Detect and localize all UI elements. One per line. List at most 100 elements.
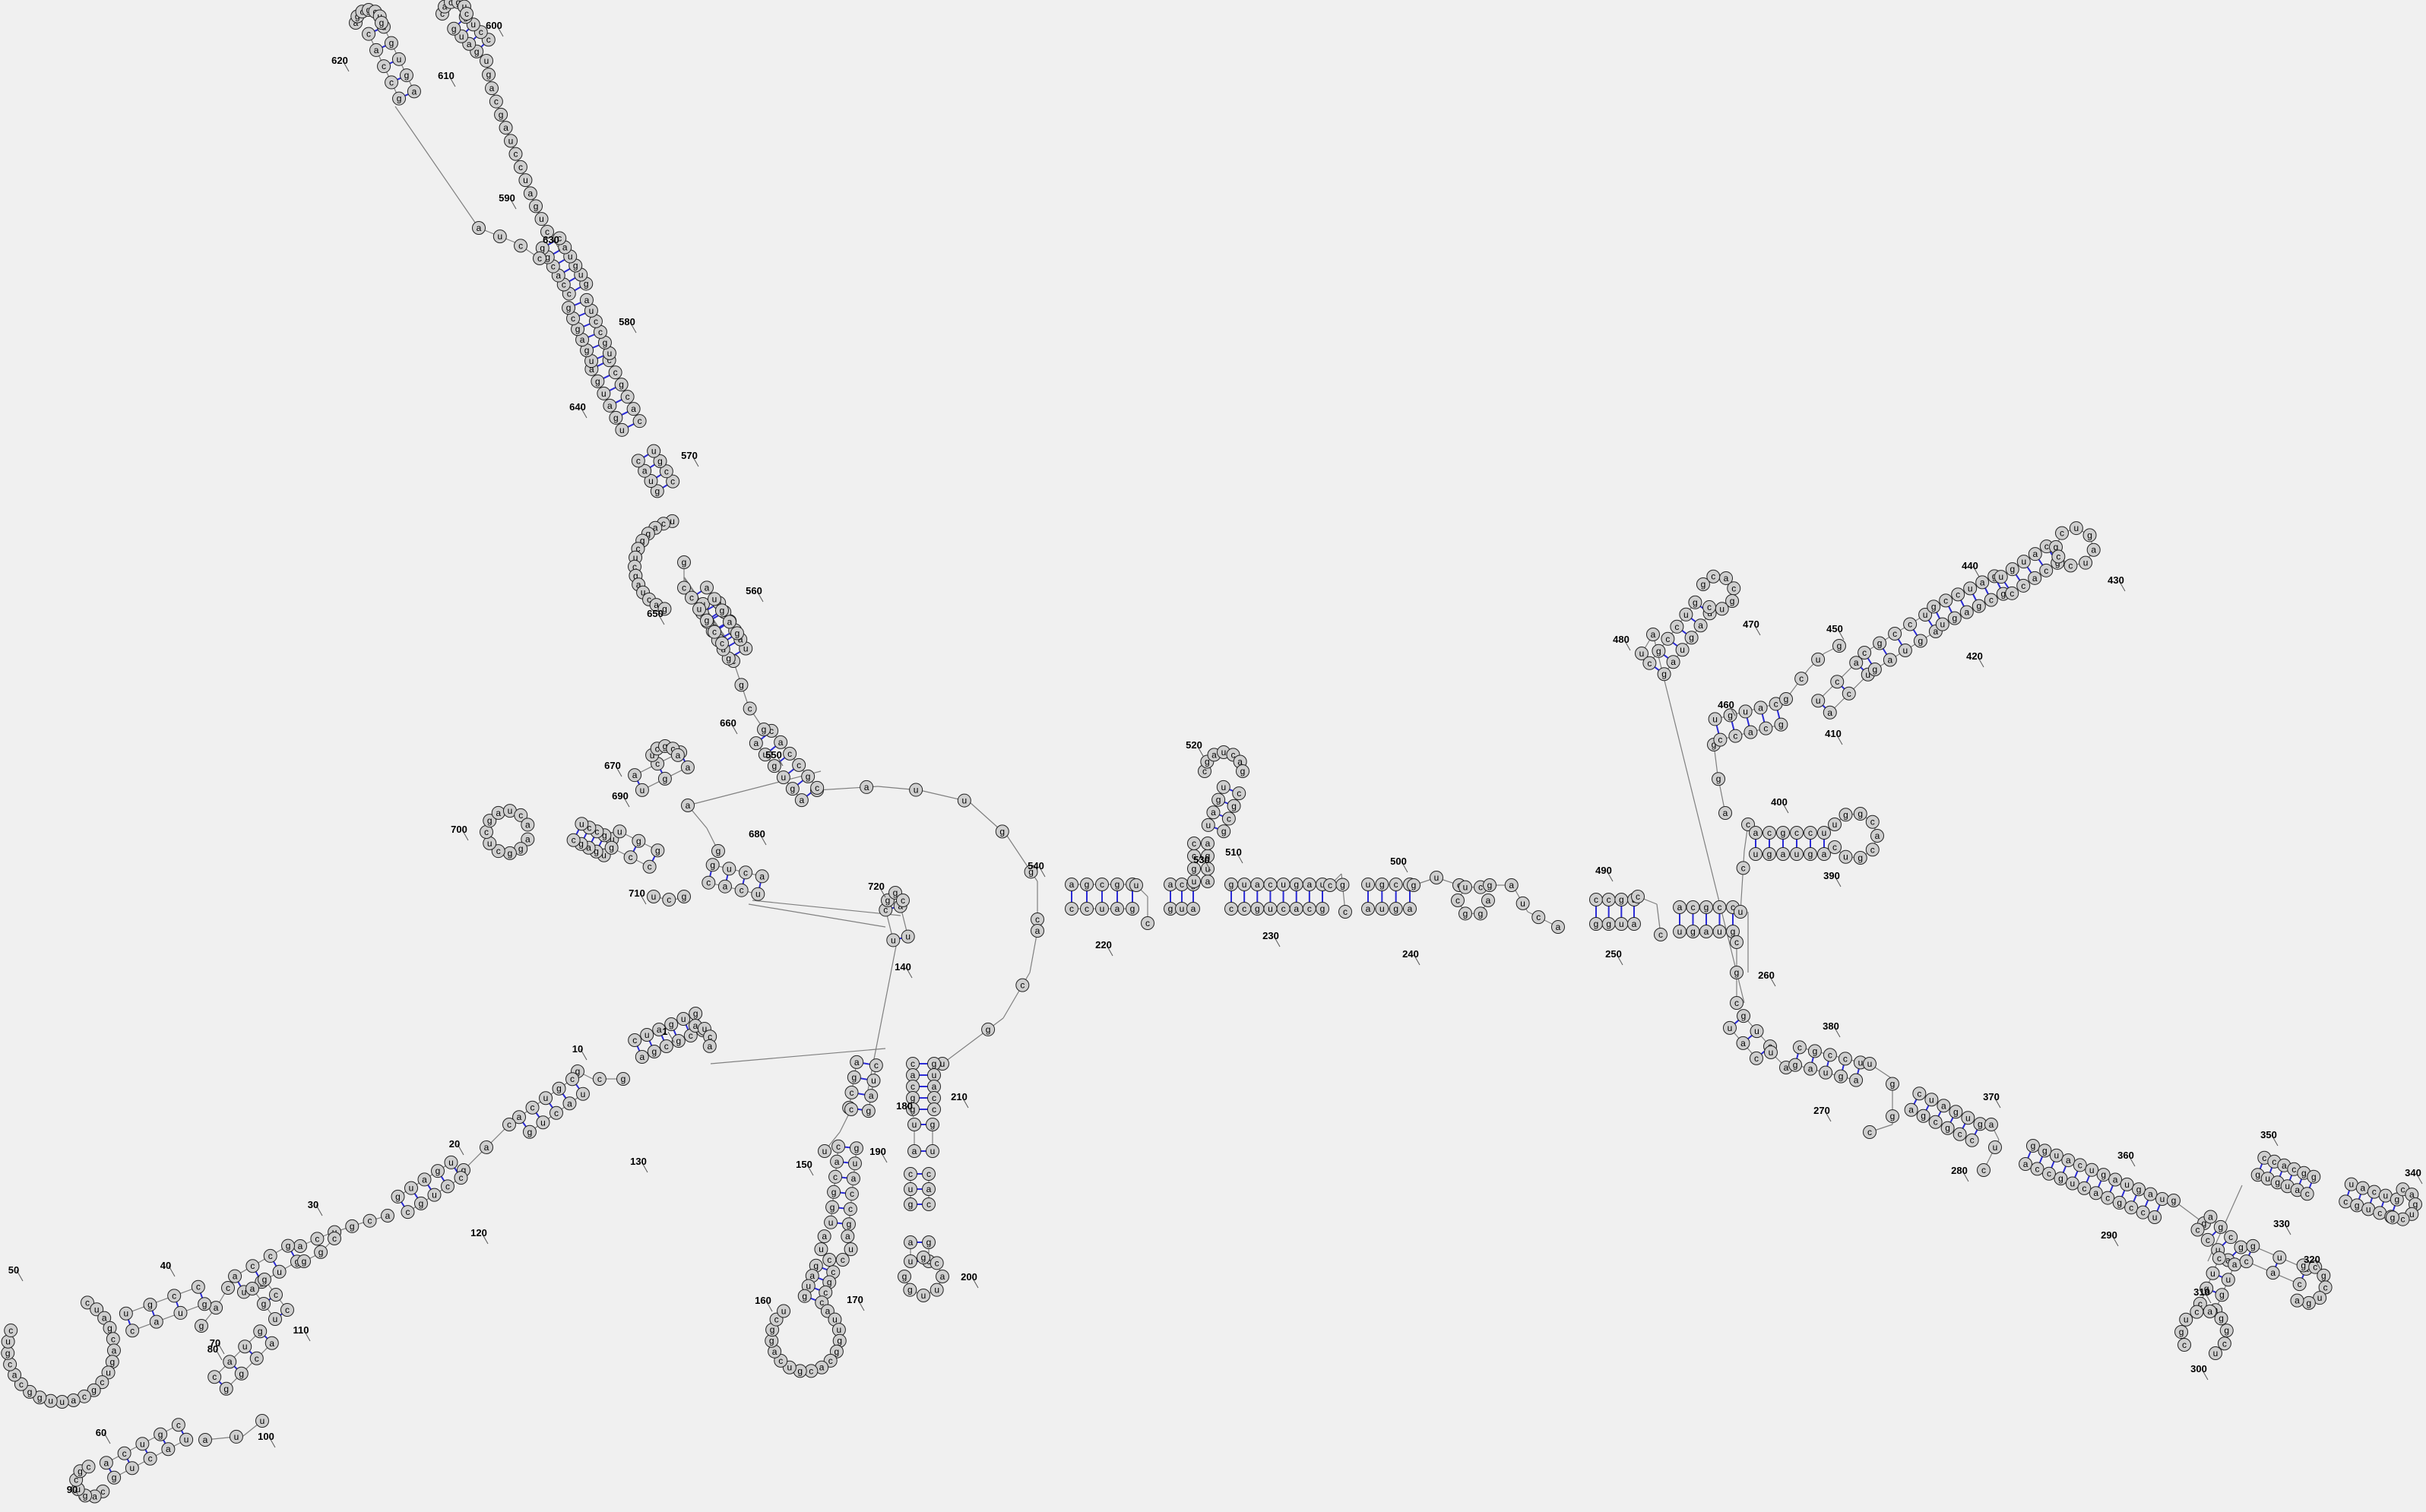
nucleotide: g (1218, 825, 1230, 838)
nucleotide: c (1703, 601, 1716, 614)
position-label: 690 (612, 790, 629, 802)
nucleotide-letter: g (1130, 903, 1135, 914)
nucleotide: g (847, 1071, 860, 1083)
nucleotide-letter: c (1192, 838, 1196, 849)
nucleotide-letter: u (930, 1146, 936, 1156)
nucleotide: a (1850, 1074, 1863, 1087)
nucleotide: a (1960, 606, 1973, 618)
position-label: 570 (681, 450, 698, 461)
nucleotide: g (1316, 903, 1329, 916)
nucleotide-letter: u (484, 55, 489, 66)
position-label: 400 (1771, 796, 1788, 808)
nucleotide-letter: g (5, 1348, 11, 1359)
nucleotide: a (370, 43, 383, 56)
nucleotide-letter: c (484, 827, 489, 837)
nucleotide-letter: c (2372, 1187, 2377, 1197)
nucleotide: u (273, 1265, 286, 1278)
nucleotide: c (2064, 559, 2077, 572)
nucleotide: c (923, 1168, 936, 1181)
nucleotide-letter: c (1734, 998, 1739, 1008)
nucleotide: c (2017, 579, 2030, 592)
nucleotide-letter: g (986, 1024, 991, 1035)
nucleotide-letter: a (1822, 849, 1827, 859)
nucleotide: c (2136, 1206, 2149, 1219)
nucleotide: c (144, 1452, 157, 1465)
nucleotide-letter: c (828, 1355, 833, 1366)
nucleotide-letter: u (619, 425, 625, 435)
nucleotide-letter: g (902, 1271, 907, 1282)
nucleotide-letter: g (239, 1368, 244, 1379)
nucleotide: u (119, 1307, 132, 1320)
nucleotide-letter: c (1343, 906, 1348, 917)
position-label: 660 (720, 717, 736, 729)
nucleotide: u (1936, 618, 1949, 631)
nucleotide-letter: c (122, 1448, 127, 1459)
nucleotide-letter: g (37, 1392, 43, 1403)
nucleotide-letter: u (1823, 1068, 1829, 1078)
nucleotide: g (926, 1118, 939, 1131)
nucleotide: g (1658, 668, 1671, 681)
nucleotide-letter: g (112, 1472, 117, 1483)
nucleotide-letter: g (621, 1074, 626, 1084)
nucleotide: a (1777, 848, 1790, 861)
nucleotide: g (414, 1197, 427, 1210)
nucleotide: c (2212, 1251, 2225, 1264)
nucleotide-letter: u (2317, 1292, 2323, 1303)
nucleotide-letter: c (554, 1108, 559, 1118)
nucleotide-letter: u (579, 818, 584, 829)
nucleotide-letter: g (835, 1346, 840, 1357)
nucleotide: c (716, 637, 729, 650)
nucleotide-letter: a (1294, 903, 1299, 914)
nucleotide-letter: c (1797, 1042, 1802, 1052)
nucleotide: u (613, 825, 626, 838)
nucleotide: g (2097, 1169, 2110, 1181)
nucleotide: g (701, 614, 714, 627)
nucleotide: c (897, 894, 910, 907)
nucleotide-letter: u (106, 1367, 111, 1378)
nucleotide: c (1842, 687, 1855, 700)
nucleotide-letter: c (1069, 903, 1074, 914)
nucleotide-letter: c (1870, 844, 1875, 855)
nucleotide: u (1715, 603, 1728, 615)
nucleotide-letter: c (382, 61, 386, 71)
nucleotide-letter: g (720, 605, 725, 615)
nucleotide: u (1864, 1058, 1877, 1071)
nucleotide: u (708, 593, 721, 606)
nucleotide-letter: u (670, 516, 675, 527)
nucleotide-letter: c (8, 1359, 12, 1370)
nucleotide-letter: c (1229, 903, 1234, 914)
nucleotide: a (723, 615, 736, 628)
nucleotide: c (624, 851, 637, 864)
nucleotide-letter: c (911, 1058, 915, 1069)
nucleotide-letter: a (496, 808, 501, 818)
nucleotide-letter: c (1943, 595, 1948, 606)
nucleotide: g (282, 1239, 295, 1252)
nucleotide-letter: a (2207, 1306, 2212, 1317)
position-label: 550 (765, 749, 782, 761)
nucleotide: u (1376, 903, 1389, 916)
nucleotide-letter: c (1478, 882, 1483, 893)
nucleotide: c (454, 1172, 467, 1185)
nucleotide-letter: a (1115, 903, 1120, 914)
nucleotide-letter: g (1487, 880, 1493, 890)
nucleotide-letter: g (1952, 613, 1957, 624)
nucleotide-letter: c (626, 391, 630, 402)
nucleotide: c (743, 702, 756, 715)
nucleotide: g (1700, 901, 1713, 914)
nucleotide: a (162, 1443, 175, 1456)
nucleotide-letter: g (663, 773, 668, 784)
nucleotide-letter: u (540, 1117, 546, 1128)
nucleotide-letter: a (2032, 549, 2038, 559)
position-label: 90 (67, 1484, 78, 1495)
nucleotide: g (1780, 693, 1793, 706)
nucleotide-letter: u (651, 891, 657, 902)
nucleotide: c (1795, 672, 1808, 685)
nucleotide: c (823, 1253, 836, 1266)
nucleotide-letter: a (525, 834, 530, 845)
nucleotide-letter: u (1712, 713, 1718, 724)
nucleotide-letter: u (2124, 1179, 2130, 1190)
nucleotide-letter: c (712, 627, 717, 637)
nucleotide: g (1775, 718, 1788, 731)
nucleotide-letter: u (487, 838, 492, 849)
nucleotide-letter: g (885, 895, 891, 906)
